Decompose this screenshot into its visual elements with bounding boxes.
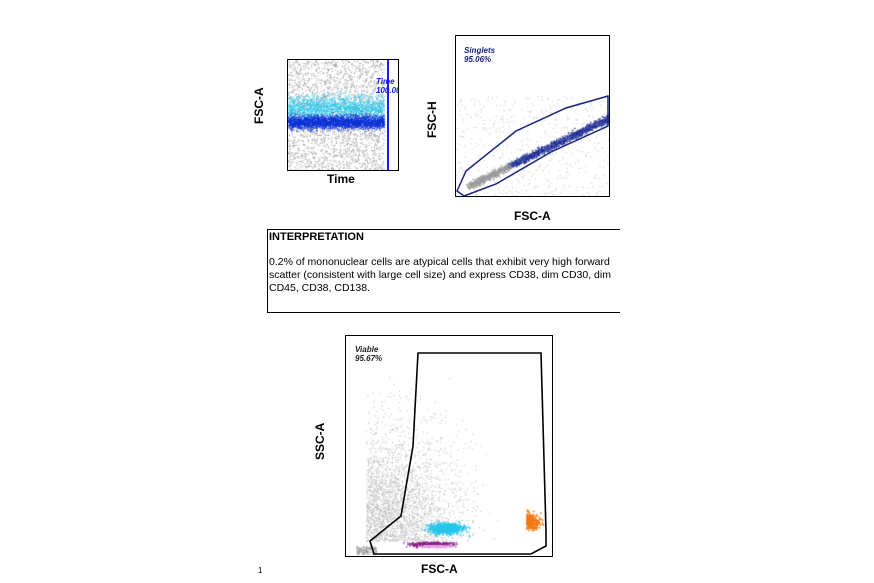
singlets-plot-ylabel: FSC-H (425, 101, 439, 138)
time-plot-ylabel: FSC-A (252, 87, 266, 124)
interpretation-title: INTERPRETATION (269, 231, 364, 243)
viable-plot: Viable 95.67% (345, 335, 553, 557)
singlets-gate-pct: 95.06% (464, 55, 492, 64)
viable-plot-xlabel: FSC-A (421, 562, 458, 576)
viable-plot-events (346, 336, 552, 556)
singlets-gate (456, 95, 609, 196)
viable-gate-label: Viable 95.67% (355, 345, 382, 363)
viable-gate (369, 352, 547, 555)
time-plot-xlabel: Time (327, 172, 355, 186)
time-plot: Time 100.00% (287, 59, 399, 171)
singlets-gate-label: Singlets 95.06% (464, 46, 495, 64)
time-gate-pct: 100.00% (376, 86, 398, 95)
singlets-plot-xlabel: FSC-A (514, 209, 551, 223)
page-number: 1 (258, 566, 263, 575)
time-gate-line (387, 60, 389, 170)
time-gate-name: Time (376, 77, 395, 86)
singlets-plot-events (456, 36, 609, 196)
singlets-gate-name: Singlets (464, 46, 496, 55)
interpretation-text: 0.2% of mononuclear cells are atypical c… (269, 256, 611, 294)
viable-plot-ylabel: SSC-A (313, 422, 327, 460)
time-gate-label: Time 100.00% (376, 77, 398, 95)
viable-gate-pct: 95.67% (355, 354, 383, 363)
time-plot-events (288, 60, 398, 170)
viable-gate-name: Viable (355, 345, 379, 354)
interpretation-box: INTERPRETATION 0.2% of mononuclear cells… (267, 229, 620, 313)
singlets-plot: Singlets 95.06% (455, 35, 610, 197)
